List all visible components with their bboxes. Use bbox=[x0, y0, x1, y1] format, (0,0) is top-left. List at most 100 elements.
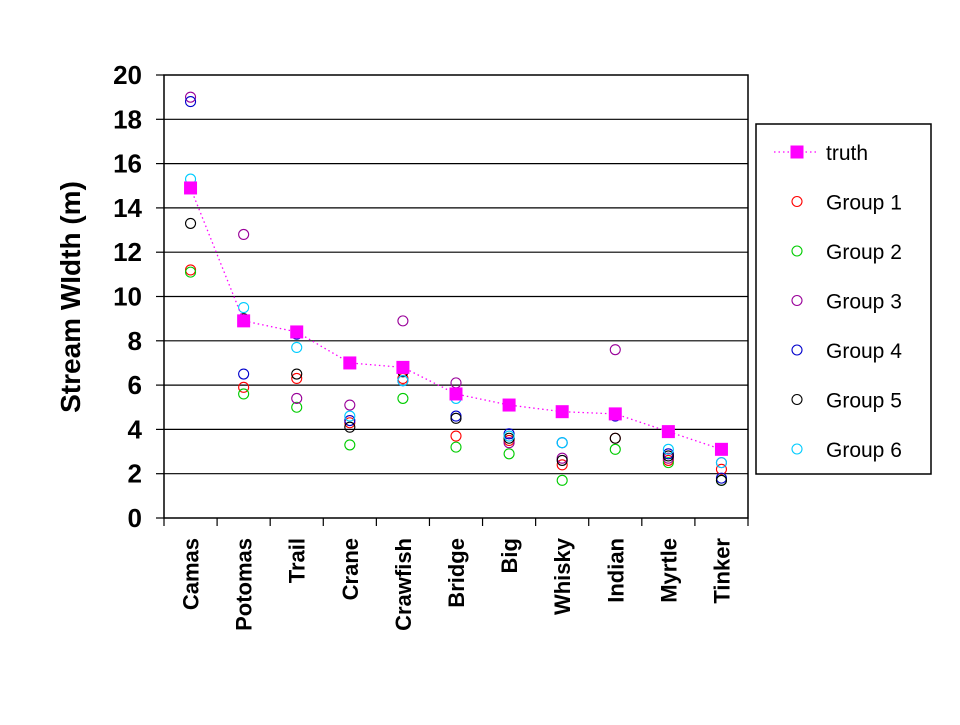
legend-label: Group 2 bbox=[826, 241, 902, 264]
data-point bbox=[661, 425, 675, 439]
data-point bbox=[184, 217, 197, 229]
y-tick-label: 16 bbox=[113, 149, 142, 179]
data-point bbox=[556, 474, 568, 486]
legend-label: truth bbox=[826, 142, 868, 165]
data-point bbox=[238, 388, 250, 400]
x-tick-label: Camas bbox=[179, 538, 204, 610]
data-point bbox=[291, 368, 303, 380]
data-point bbox=[291, 341, 303, 353]
y-tick-label: 14 bbox=[113, 193, 142, 223]
data-point bbox=[237, 314, 251, 328]
data-point bbox=[397, 392, 409, 404]
y-tick-label: 4 bbox=[128, 414, 143, 444]
legend-entry: Group 5 bbox=[791, 390, 902, 413]
legend-label: Group 4 bbox=[826, 340, 902, 363]
data-point bbox=[715, 457, 728, 469]
legend-marker bbox=[791, 443, 803, 455]
data-point bbox=[450, 412, 462, 424]
data-point bbox=[503, 437, 515, 449]
legend-entry: Group 4 bbox=[791, 340, 902, 363]
x-tick-label: Crane bbox=[338, 538, 363, 600]
data-point bbox=[344, 439, 356, 451]
legend-label: Group 5 bbox=[826, 390, 902, 413]
x-tick-label: Bridge bbox=[444, 538, 469, 608]
y-tick-label: 2 bbox=[128, 459, 142, 489]
data-point bbox=[502, 398, 516, 412]
y-tick-label: 10 bbox=[113, 282, 142, 312]
data-point bbox=[291, 372, 303, 385]
gridlines bbox=[164, 118, 748, 475]
legend-marker bbox=[791, 393, 803, 406]
x-tick-label: Potomas bbox=[232, 538, 257, 631]
legend bbox=[755, 123, 932, 475]
x-tick-label: Tinker bbox=[709, 538, 734, 604]
data-point bbox=[503, 448, 515, 460]
x-tick-label: Trail bbox=[285, 538, 310, 583]
data-point bbox=[662, 450, 674, 462]
data-point bbox=[450, 430, 462, 442]
y-tick-label: 0 bbox=[128, 503, 142, 533]
legend-entry: Group 3 bbox=[791, 291, 902, 314]
data-point bbox=[238, 381, 250, 393]
legend-marker bbox=[791, 344, 803, 356]
data-point bbox=[662, 443, 674, 455]
y-tick-label: 18 bbox=[113, 104, 142, 134]
data-point bbox=[715, 474, 728, 486]
legend-marker bbox=[791, 245, 803, 257]
y-axis-title: Stream WIdth (m) bbox=[55, 181, 86, 413]
legend-label: Group 3 bbox=[826, 291, 902, 314]
data-point bbox=[238, 368, 250, 380]
data-point bbox=[609, 443, 621, 455]
data-point bbox=[608, 407, 622, 421]
data-point bbox=[238, 228, 250, 241]
data-point bbox=[290, 325, 304, 339]
x-tick-label: Myrtle bbox=[656, 538, 681, 603]
y-tick-label: 8 bbox=[128, 326, 142, 356]
data-point bbox=[662, 457, 674, 469]
data-point bbox=[396, 360, 410, 374]
data-point bbox=[344, 421, 356, 433]
data-point bbox=[184, 266, 197, 278]
data-point bbox=[714, 442, 728, 456]
series-truth bbox=[184, 181, 728, 456]
legend-entry: Group 6 bbox=[791, 439, 902, 462]
data-point bbox=[715, 463, 728, 475]
data-point bbox=[184, 181, 198, 195]
legend-entry: Group 1 bbox=[791, 192, 902, 215]
data-point bbox=[397, 375, 409, 387]
x-tick-label: Whisky bbox=[550, 537, 575, 615]
data-point bbox=[184, 91, 197, 103]
data-point bbox=[184, 96, 197, 108]
data-point bbox=[609, 344, 621, 356]
data-point bbox=[344, 410, 356, 422]
legend-entry: Group 2 bbox=[791, 241, 902, 264]
legend-marker bbox=[791, 195, 803, 208]
x-axis-ticks: Camas Potomas Trail Crane Crawfish Bridge Big W… bbox=[163, 518, 749, 631]
legend-marker bbox=[790, 145, 804, 159]
data-point bbox=[343, 356, 357, 370]
data-point bbox=[291, 401, 303, 413]
legend-marker bbox=[791, 294, 803, 307]
data-point bbox=[450, 441, 462, 453]
data-point bbox=[556, 454, 568, 466]
data-point bbox=[238, 302, 250, 314]
legend-entry: truth bbox=[774, 142, 868, 165]
data-series bbox=[184, 91, 728, 486]
data-point bbox=[503, 430, 515, 442]
data-point bbox=[344, 414, 356, 427]
y-axis-ticks: 0 2 4 6 8 10 12 14 16 18 20 bbox=[113, 60, 164, 533]
x-tick-label: Crawfish bbox=[391, 538, 416, 631]
data-point bbox=[344, 399, 356, 411]
legend-entries: truth Group 1 Group 2 Group 3 Group 4 Group 5… bbox=[774, 142, 902, 462]
y-tick-label: 12 bbox=[113, 237, 142, 267]
legend-label: Group 1 bbox=[826, 192, 902, 215]
y-tick-label: 6 bbox=[128, 370, 142, 400]
data-point bbox=[609, 432, 621, 444]
x-tick-label: Indian bbox=[603, 538, 628, 603]
data-point bbox=[291, 392, 303, 404]
x-tick-label: Big bbox=[497, 538, 522, 573]
y-tick-label: 20 bbox=[113, 60, 142, 90]
legend-label: Group 6 bbox=[826, 439, 902, 462]
